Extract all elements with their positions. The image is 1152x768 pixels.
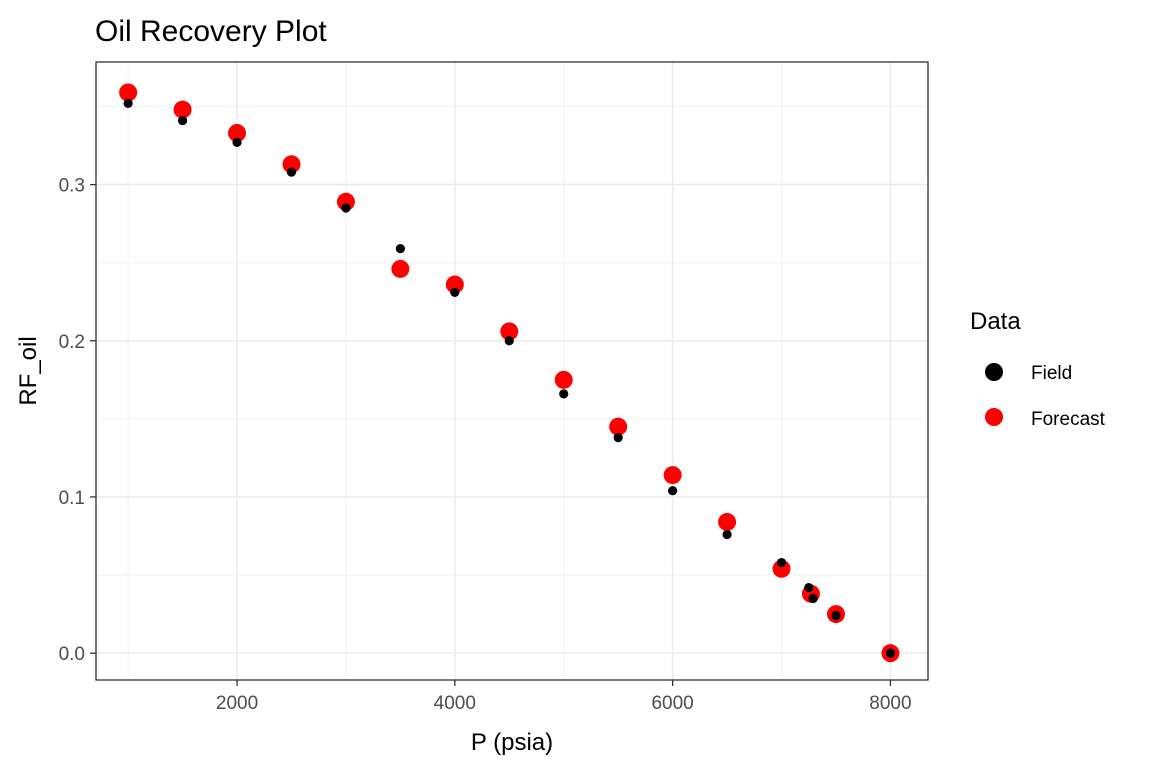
field-point (668, 486, 678, 496)
x-tick-label: 6000 (651, 693, 693, 714)
x-tick-label: 2000 (216, 693, 258, 714)
legend-key-field (985, 363, 1003, 381)
field-point (177, 115, 188, 126)
x-axis-ticks: 2000 4000 6000 8000 (216, 680, 912, 714)
forecast-point (173, 100, 192, 119)
forecast-point (445, 275, 464, 294)
field-point (776, 557, 787, 568)
x-tick-label: 8000 (869, 693, 911, 714)
field-point (450, 287, 460, 297)
series-field (123, 98, 896, 658)
panel-border (95, 61, 929, 681)
y-tick-label: 0.2 (59, 332, 85, 353)
field-point (395, 244, 405, 254)
plot-panel (95, 61, 929, 681)
forecast-point (282, 155, 301, 174)
forecast-point (609, 417, 628, 436)
forecast-point (772, 559, 791, 578)
x-tick-label: 4000 (434, 693, 476, 714)
chart-title: Oil Recovery Plot (95, 15, 327, 48)
field-point (613, 433, 623, 443)
legend-title: Data (970, 308, 1021, 335)
legend: Data Field Forecast (970, 308, 1106, 430)
forecast-point (119, 83, 138, 102)
y-axis-title: RF_oil (15, 336, 42, 405)
legend-label-forecast: Forecast (1031, 409, 1106, 430)
grid-minor (96, 62, 928, 680)
series-forecast (119, 83, 900, 663)
field-point (559, 389, 569, 399)
x-axis-title: P (psia) (471, 729, 553, 756)
legend-item-forecast: Forecast (985, 408, 1106, 430)
field-point (804, 582, 814, 593)
field-point (341, 203, 351, 213)
legend-item-field: Field (985, 363, 1072, 384)
field-point (885, 648, 896, 658)
forecast-point (228, 124, 247, 143)
y-tick-label: 0.3 (59, 176, 85, 197)
y-tick-label: 0.1 (59, 488, 85, 509)
field-point (123, 98, 133, 108)
forecast-point (500, 322, 519, 341)
field-point (722, 529, 732, 540)
field-point (504, 336, 514, 346)
y-tick-label: 0.0 (59, 644, 85, 665)
field-point (286, 167, 297, 177)
forecast-point (336, 192, 355, 211)
grid-major (96, 62, 928, 680)
y-axis-ticks: 0.0 0.1 0.2 0.3 (59, 176, 96, 665)
field-point (808, 593, 818, 604)
legend-key-forecast (985, 408, 1003, 426)
field-point (831, 611, 841, 621)
legend-label-field: Field (1031, 363, 1072, 384)
forecast-point (554, 370, 573, 389)
panel-background (96, 62, 928, 680)
forecast-point (718, 512, 737, 531)
field-point (232, 137, 242, 148)
forecast-point (663, 466, 682, 485)
forecast-point (391, 259, 410, 278)
